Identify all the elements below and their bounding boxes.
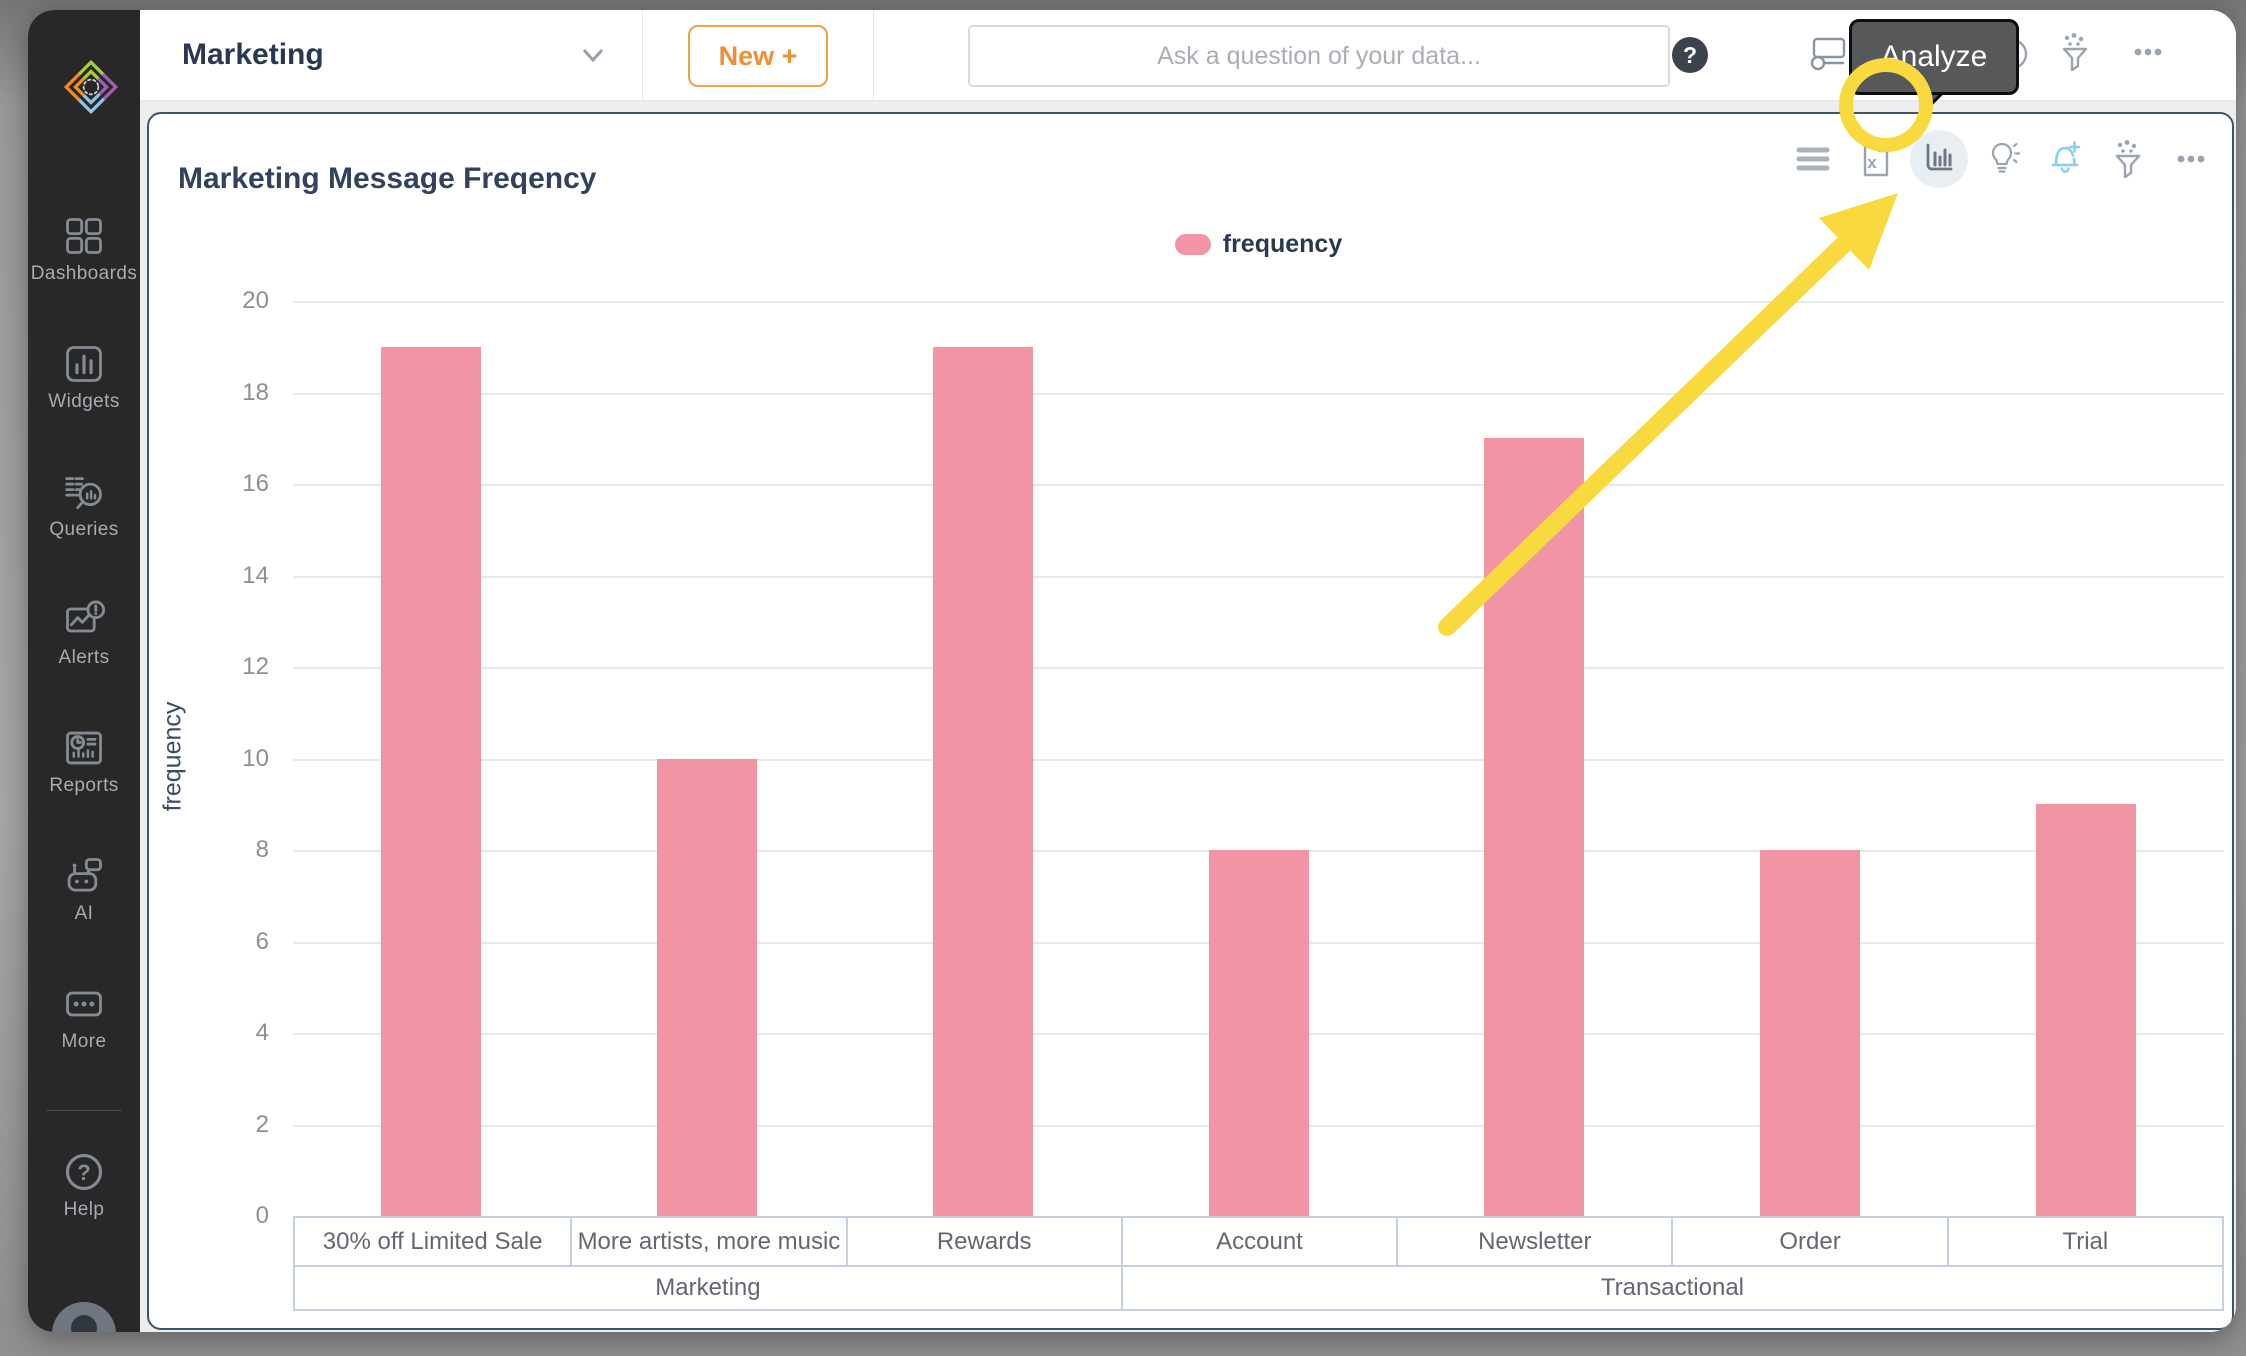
sidebar-item-more[interactable]: More [28, 982, 140, 1053]
svg-text:x: x [1867, 153, 1877, 172]
gridline [293, 758, 2224, 761]
ai-icon [62, 854, 106, 898]
bar-chart-icon[interactable] [1910, 130, 1968, 188]
sidebar-item-queries[interactable]: Queries [28, 470, 140, 541]
sidebar: Dashboards Widgets Queries Alerts Report… [28, 10, 140, 1332]
sidebar-item-widgets[interactable]: Widgets [28, 342, 140, 413]
export-excel-icon[interactable]: x [1854, 137, 1898, 181]
x-group-label: Transactional [1120, 1265, 2222, 1309]
bar-more-artists-more-music[interactable] [656, 758, 757, 1216]
gridline [293, 301, 2224, 303]
x-category-label: More artists, more music [570, 1218, 845, 1265]
filter-icon[interactable] [2053, 30, 2097, 74]
help-icon[interactable]: ? [1672, 37, 1708, 73]
x-category-label: Account [1120, 1218, 1396, 1265]
sidebar-item-dashboards[interactable]: Dashboards [28, 214, 140, 285]
more-icon [62, 982, 106, 1026]
gridline [293, 484, 2224, 486]
y-tick-label: 2 [255, 1110, 269, 1138]
schedule-icon[interactable] [1808, 30, 1852, 74]
legend-swatch [1174, 234, 1211, 255]
sidebar-item-reports[interactable]: Reports [28, 726, 140, 797]
x-category-label: Trial [1946, 1218, 2222, 1265]
bar-newsletter[interactable] [1484, 438, 1585, 1216]
sisense-logo[interactable] [58, 54, 124, 120]
x-category-label: Rewards [845, 1218, 1121, 1265]
y-tick-label: 14 [242, 561, 269, 589]
sidebar-item-alerts[interactable]: Alerts [28, 598, 140, 669]
x-axis-table: 30% off Limited Sale More artists, more m… [293, 1216, 2224, 1311]
topbar-divider [642, 10, 643, 100]
bar-rewards[interactable] [932, 346, 1033, 1216]
bar-30-off-limited-sale[interactable] [380, 346, 481, 1216]
x-axis-categories: 30% off Limited Sale More artists, more m… [295, 1218, 2222, 1265]
more-icon[interactable] [2126, 30, 2170, 74]
bar-order[interactable] [1760, 850, 1861, 1216]
y-tick-label: 4 [255, 1019, 269, 1046]
chart-legend: frequency [293, 230, 2224, 259]
y-axis-title: frequency [158, 701, 187, 812]
dashboard-selector[interactable]: Marketing [182, 38, 324, 71]
widget-toolbar: x [1791, 130, 2213, 188]
widgets-icon [62, 342, 106, 386]
dashboard-canvas: Marketing Message Freqency x [140, 100, 2236, 1332]
search-input[interactable] [968, 25, 1670, 87]
gridline [293, 575, 2224, 578]
y-tick-label: 12 [242, 653, 269, 680]
y-tick-label: 0 [255, 1202, 269, 1229]
x-group-label: Marketing [295, 1265, 1121, 1309]
x-category-label: Newsletter [1396, 1218, 1671, 1265]
bar-account[interactable] [1208, 850, 1309, 1216]
dashboards-icon [62, 214, 106, 258]
y-tick-label: 10 [242, 744, 269, 772]
chevron-down-icon[interactable] [576, 38, 610, 72]
sidebar-item-help[interactable]: ? Help [28, 1150, 140, 1221]
y-tick-label: 8 [255, 836, 269, 863]
y-tick-label: 6 [255, 927, 269, 955]
widget-title: Marketing Message Freqency [178, 162, 597, 196]
queries-icon [62, 470, 106, 514]
bar-trial[interactable] [2036, 804, 2137, 1216]
gridline [293, 392, 2224, 395]
sidebar-item-ai[interactable]: AI [28, 854, 140, 925]
lightbulb-icon[interactable] [1980, 137, 2024, 181]
topbar-divider [873, 10, 874, 100]
widget-card: Marketing Message Freqency x [147, 112, 2234, 1330]
user-avatar[interactable] [52, 1302, 116, 1332]
new-button[interactable]: New + [688, 25, 828, 87]
hamburger-icon[interactable] [1791, 137, 1835, 181]
gridline [293, 667, 2224, 669]
filter-icon[interactable] [2106, 137, 2150, 181]
reports-icon [62, 726, 106, 770]
analyze-tooltip: Analyze [1849, 19, 2019, 95]
sidebar-divider [46, 1110, 122, 1111]
add-alert-icon[interactable] [2043, 137, 2087, 181]
app-window: Dashboards Widgets Queries Alerts Report… [28, 10, 2236, 1332]
y-tick-label: 20 [242, 287, 269, 314]
svg-text:?: ? [77, 1160, 90, 1185]
more-icon[interactable] [2169, 137, 2213, 181]
y-tick-label: 18 [242, 378, 269, 406]
topbar: Marketing New + ? [140, 10, 2236, 106]
x-category-label: 30% off Limited Sale [322, 1227, 543, 1255]
y-tick-label: 16 [242, 470, 269, 497]
legend-label: frequency [1222, 230, 1343, 258]
alerts-icon [62, 598, 106, 642]
x-category-label: Order [1671, 1218, 1946, 1265]
x-axis-groups: Marketing Transactional [295, 1265, 2222, 1309]
help-icon: ? [62, 1150, 106, 1194]
